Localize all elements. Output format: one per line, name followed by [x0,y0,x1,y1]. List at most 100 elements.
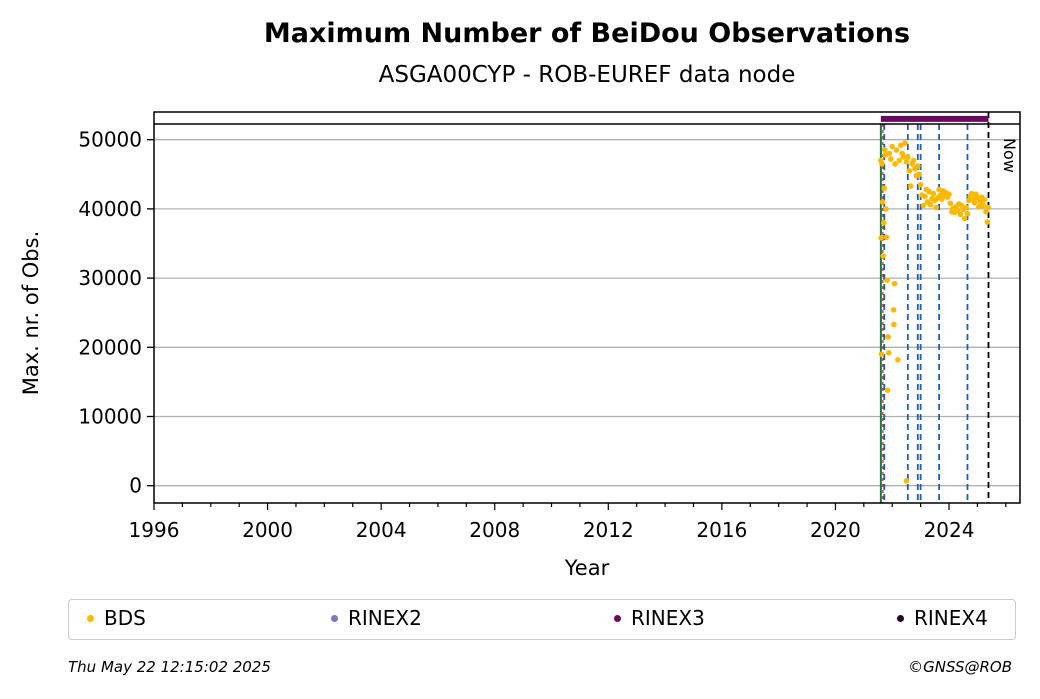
y-axis: 0 10000 20000 30000 40000 50000 [78,128,154,498]
data-point [981,197,988,203]
y-tick-label: 40000 [78,197,142,221]
data-points [878,140,991,484]
footer-timestamp: Thu May 22 12:15:02 2025 [68,658,271,676]
chart-title: Maximum Number of BeiDou Observations [264,18,910,49]
data-point [903,478,910,484]
data-point [968,190,975,197]
data-point [879,161,885,167]
x-tick-label: 2020 [810,518,861,542]
data-point [971,199,978,206]
data-point [916,171,923,178]
data-point [883,206,889,212]
data-point [974,195,981,201]
data-point [964,210,971,217]
data-point [885,334,892,340]
data-point [963,204,969,211]
footer-credit: ©GNSS@ROB [908,658,1012,676]
data-point [980,202,986,209]
data-point [879,199,886,205]
data-point [880,219,887,226]
plot-frame [153,111,1021,504]
data-point [895,356,901,363]
data-point [892,161,898,167]
data-point [954,207,961,214]
data-point [889,143,896,150]
data-point [910,157,917,164]
x-tick-label: 1996 [129,518,180,542]
x-tick-label: 2024 [924,518,975,542]
data-point [936,186,942,193]
legend-item-rinex3: RINEX3 [614,606,705,630]
data-point [946,191,952,198]
data-point [933,204,940,211]
x-tick-label: 2008 [469,518,520,542]
rinex3-marker-icon [614,614,621,622]
x-tick-label: 2016 [696,518,747,542]
data-point [886,350,892,356]
data-point [884,387,891,393]
y-tick-label: 50000 [78,128,142,152]
data-point [902,140,908,146]
legend-item-rinex2: RINEX2 [331,606,422,630]
reference-lines [879,112,990,503]
x-tick-label: 2000 [242,518,293,542]
legend-label-bds: BDS [104,606,146,630]
data-point [926,188,932,195]
legend-label-rinex3: RINEX3 [631,606,705,630]
data-point [947,200,954,207]
data-point [907,183,914,189]
legend-label-rinex4: RINEX4 [914,606,988,630]
data-point [878,351,885,358]
data-point [891,280,898,287]
data-point [891,321,897,328]
bds-marker-icon [87,614,94,622]
data-point [883,234,890,241]
y-axis-label: Max. nr. of Obs. [19,231,43,396]
data-point [985,204,991,211]
legend-item-rinex4: RINEX4 [897,606,988,630]
data-point [897,142,904,149]
x-tick-label: 2004 [356,518,407,542]
data-point [893,147,900,153]
x-axis-label: Year [564,556,610,580]
chart-subtitle: ASGA00CYP - ROB-EUREF data node [379,62,796,88]
legend: BDS RINEX2 RINEX3 RINEX4 [68,599,1016,640]
data-point [930,190,937,197]
rinex2-marker-icon [331,614,338,622]
y-tick-label: 30000 [78,266,142,290]
data-point [984,219,991,225]
legend-label-rinex2: RINEX2 [348,606,422,630]
legend-item-bds: BDS [87,606,146,630]
data-point [917,181,924,188]
x-axis: 1996 2000 2004 2008 2012 2016 2020 2024 [129,503,1007,542]
data-point [922,193,928,200]
data-point [880,253,886,259]
data-point [900,154,907,160]
data-point [890,307,897,313]
data-point [961,215,968,222]
data-point [983,208,989,215]
data-point [957,211,964,218]
data-point [881,185,888,191]
y-tick-label: 10000 [78,404,142,428]
data-point [927,201,934,208]
data-point [884,277,890,283]
y-tick-label: 20000 [78,335,142,359]
data-point [976,204,982,210]
now-label: Now [1000,138,1019,173]
data-point [905,154,911,160]
data-point [888,156,894,162]
data-point [878,235,884,241]
data-point [896,157,903,164]
data-point [920,202,927,209]
data-point [906,168,913,174]
grid-layer [154,139,1020,487]
y-tick-label: 0 [129,474,142,498]
data-point [903,159,910,165]
data-point [886,150,893,157]
rinex4-marker-icon [897,614,904,622]
data-point [882,147,888,153]
data-point [914,163,921,169]
x-tick-label: 2012 [583,518,634,542]
